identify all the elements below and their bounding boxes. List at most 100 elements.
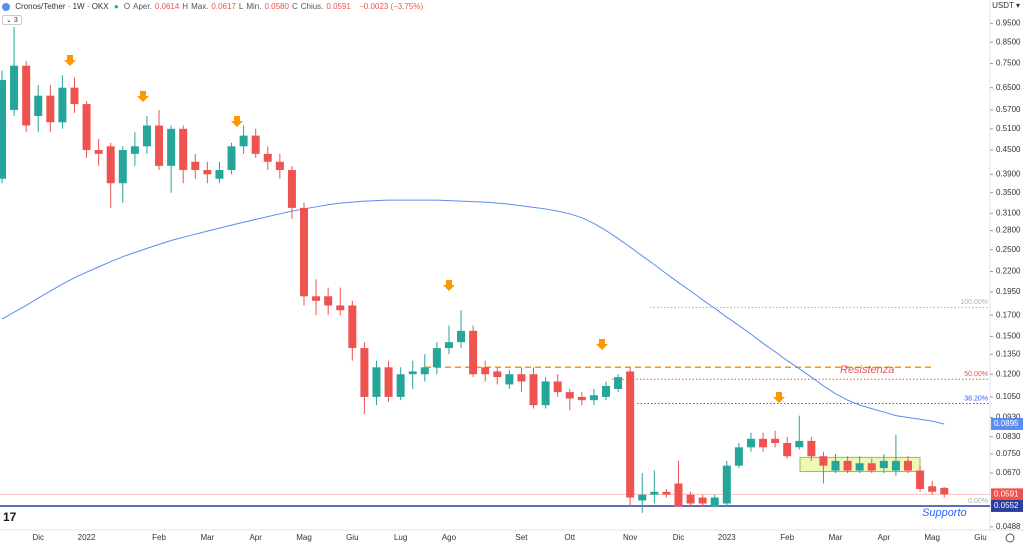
candle-body [746, 438, 755, 448]
candle-body [698, 497, 707, 504]
y-tick-label: 0.1050 [996, 392, 1021, 401]
candle-body [22, 65, 31, 126]
indicator-toggle[interactable]: ⌄ 3 [2, 15, 22, 25]
symbol-icon [2, 2, 10, 11]
candle-body [130, 146, 139, 154]
ohlc-key: L [238, 2, 244, 11]
candle-body [469, 330, 478, 375]
y-tick-label: 0.3100 [996, 208, 1021, 217]
candle-body [734, 447, 743, 466]
y-tick-label: 0.0670 [996, 468, 1021, 477]
settings-icon[interactable] [1005, 533, 1015, 543]
signal-arrow [773, 392, 785, 403]
x-tick-label: Nov [623, 533, 637, 542]
candle-body [855, 463, 864, 471]
x-tick-label: Mar [200, 533, 214, 542]
price-label: 0.0591 [994, 489, 1019, 498]
candle-body [82, 104, 91, 151]
x-tick-label: Lug [394, 533, 407, 542]
candle-body [795, 440, 804, 448]
y-tick-label: 0.1350 [996, 349, 1021, 358]
y-tick-label: 0.5700 [996, 105, 1021, 114]
x-tick-label: Dic [673, 533, 685, 542]
candle-body [167, 128, 176, 166]
x-tick-label: Dic [32, 533, 44, 542]
candle-body [191, 161, 200, 171]
candle-body [118, 150, 127, 184]
candle-body [336, 305, 345, 311]
y-tick-label: 0.1500 [996, 331, 1021, 340]
unit-label[interactable]: USDT ▾ [992, 1, 1020, 10]
x-tick-label: Mag [924, 533, 940, 542]
candle-body [879, 460, 888, 469]
y-tick-label: 0.4500 [996, 145, 1021, 154]
candle-body [505, 374, 514, 385]
candle-body [46, 95, 55, 123]
candle-body [0, 80, 6, 179]
ohlc-name: Min. [246, 2, 262, 11]
x-tick-label: Feb [780, 533, 794, 542]
candle-body [722, 465, 731, 504]
y-tick-label: 0.5100 [996, 124, 1021, 133]
ohlc-value: 0.0580 [264, 2, 289, 11]
candle-body [541, 381, 550, 406]
candle-body [263, 153, 272, 162]
candle-body [589, 395, 598, 401]
ohlc-name: Chius. [300, 2, 324, 11]
level-label: 38.20% [964, 395, 988, 402]
candle-body [372, 367, 381, 397]
symbol[interactable]: Cronos/Tether · 1W · OKX [15, 2, 109, 11]
candle-body [819, 456, 828, 466]
ohlc-value: 0.0614 [154, 2, 180, 11]
price-label-box [991, 417, 1023, 430]
candle-body [203, 170, 212, 175]
candle-body [638, 494, 647, 501]
candle-body [904, 460, 912, 471]
candle-body [626, 371, 635, 498]
price-label: 0.0895 [994, 419, 1019, 428]
candle-body [771, 438, 780, 444]
signal-arrow [231, 116, 243, 127]
candle-body [916, 470, 925, 489]
annotation: Resistenza [840, 364, 894, 376]
x-tick-label: Apr [249, 533, 262, 542]
candle-body [312, 296, 321, 301]
candle-body [783, 443, 792, 457]
y-tick-label: 0.6500 [996, 83, 1021, 92]
y-tick-label: 0.8500 [996, 37, 1021, 46]
y-tick-label: 0.2800 [996, 226, 1021, 235]
candle-body [444, 342, 453, 349]
price-label-box [991, 488, 1023, 501]
candle-body [324, 296, 333, 306]
y-tick-label: 0.2500 [996, 245, 1021, 254]
candle-body [481, 367, 490, 375]
x-tick-label: Giu [974, 533, 986, 542]
candle-body [179, 128, 188, 171]
tv-logo[interactable]: 17 [3, 510, 17, 524]
candle-body [287, 170, 296, 208]
level-label: 100.00% [960, 299, 988, 306]
y-tick-label: 0.3900 [996, 169, 1021, 178]
candle-body [517, 374, 526, 382]
candle-body [227, 146, 236, 171]
candle-body [940, 487, 949, 495]
x-tick-label: Mar [829, 533, 843, 542]
candle-body [251, 135, 260, 154]
candle-body [553, 381, 562, 393]
y-tick-label: 0.9500 [996, 18, 1021, 27]
candle-body [300, 207, 308, 297]
annotation: Supporto [922, 507, 967, 519]
candle-body [155, 125, 164, 166]
candle-body [106, 146, 115, 184]
candle-body [360, 348, 369, 397]
ohlc-value: 0.0591 [326, 2, 351, 11]
y-tick-label: 0.0750 [996, 449, 1021, 458]
candle-body [275, 161, 284, 171]
ohlc-name: Max. [191, 2, 209, 11]
plot-area: 100.00% 50.00% 38.20% 0.00% Resistenza Suppor… [0, 26, 990, 519]
candle-body [529, 374, 538, 406]
candle-body [843, 460, 852, 471]
x-tick-label: Set [515, 533, 528, 542]
